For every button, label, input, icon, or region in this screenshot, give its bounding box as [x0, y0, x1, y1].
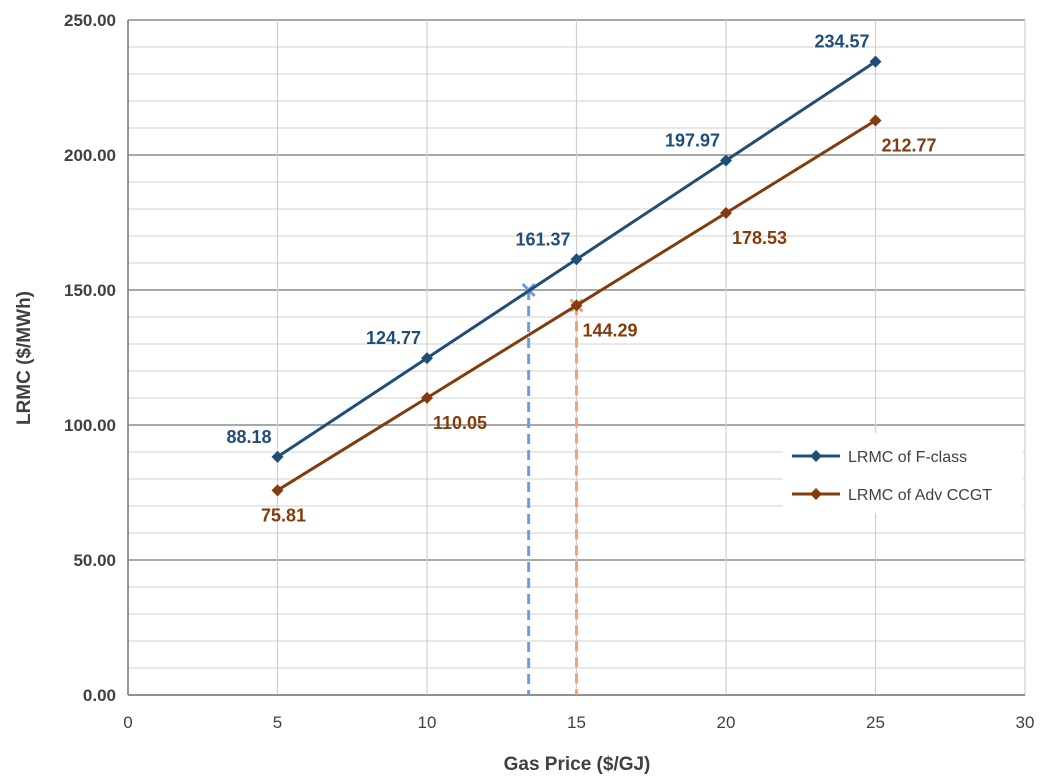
- data-label: 197.97: [665, 130, 720, 150]
- data-point: [869, 55, 882, 68]
- data-point: [570, 253, 583, 266]
- series-layer: [271, 55, 882, 497]
- x-tick-label: 5: [273, 713, 282, 732]
- y-tick-label: 50.00: [73, 551, 116, 570]
- data-point: [421, 391, 433, 404]
- data-point: [570, 299, 583, 312]
- data-label: 212.77: [882, 136, 937, 156]
- legend: LRMC of F-class LRMC of Adv CCGT: [783, 433, 1023, 513]
- legend-box: [783, 433, 1023, 513]
- y-tick-label: 200.00: [64, 146, 116, 165]
- x-tick-label: 25: [866, 713, 885, 732]
- data-label: 75.81: [261, 505, 306, 525]
- guide-lines: [521, 282, 584, 695]
- legend-marker: [810, 450, 822, 462]
- data-point: [421, 352, 433, 365]
- data-point: [869, 114, 882, 127]
- data-labels: 88.18 124.77 161.37 197.97 234.57 75.81 110.05…: [226, 32, 936, 526]
- data-label: 110.05: [433, 413, 487, 433]
- x-tick-label: 30: [1016, 713, 1035, 732]
- data-label: 178.53: [732, 228, 787, 248]
- data-label: 144.29: [583, 320, 638, 340]
- data-label: 124.77: [366, 328, 421, 348]
- y-tick-label: 0.00: [83, 686, 116, 705]
- axes: 0.00 50.00 100.00 150.00 200.00 250.00 0 5 10 15 2…: [64, 11, 1034, 732]
- data-point: [271, 450, 284, 463]
- x-tick-label: 15: [567, 713, 586, 732]
- data-point: [720, 206, 732, 219]
- data-point: [720, 154, 732, 167]
- y-tick-label: 100.00: [64, 416, 116, 435]
- legend-label: LRMC of F-class: [848, 449, 967, 466]
- y-axis-title: LRMC ($/MWh): [14, 291, 35, 425]
- x-tick-label: 10: [418, 713, 437, 732]
- x-axis-title: Gas Price ($/GJ): [504, 754, 651, 775]
- y-tick-label: 150.00: [64, 281, 116, 300]
- legend-marker: [810, 488, 822, 500]
- data-label: 234.57: [814, 32, 869, 52]
- data-label: 161.37: [515, 229, 570, 249]
- y-tick-label: 250.00: [64, 11, 116, 30]
- data-label: 88.18: [226, 427, 271, 447]
- data-point: [271, 484, 284, 497]
- x-tick-label: 0: [123, 713, 132, 732]
- legend-label: LRMC of Adv CCGT: [848, 487, 992, 504]
- x-tick-label: 20: [717, 713, 736, 732]
